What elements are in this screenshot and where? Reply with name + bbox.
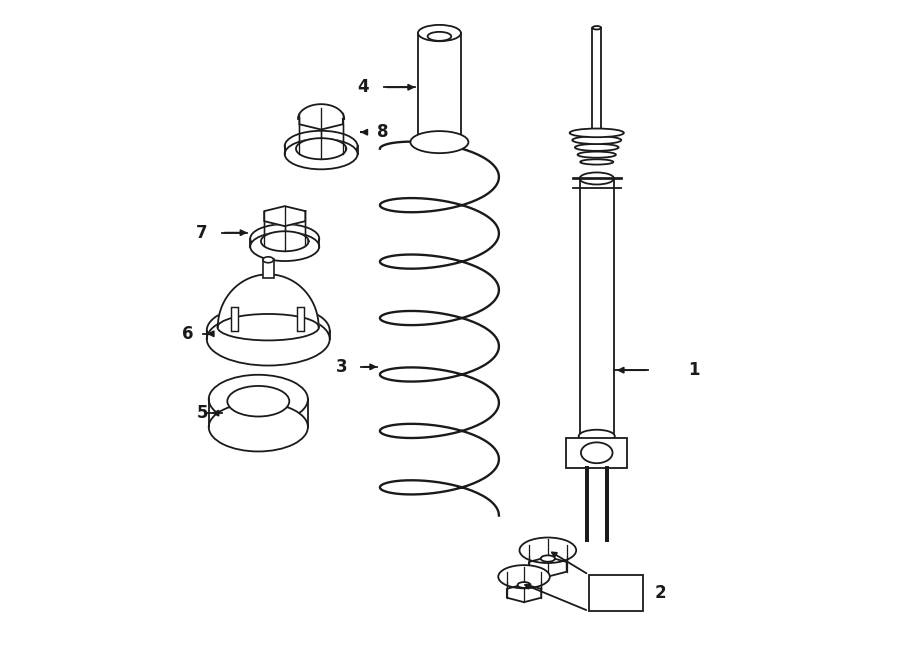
Ellipse shape	[263, 257, 274, 262]
Text: 5: 5	[197, 404, 209, 422]
Bar	[566, 438, 627, 468]
Polygon shape	[261, 231, 309, 251]
Bar	[230, 307, 238, 330]
Text: 4: 4	[357, 78, 369, 97]
Ellipse shape	[518, 582, 530, 588]
Ellipse shape	[284, 139, 357, 169]
Ellipse shape	[579, 430, 615, 443]
Ellipse shape	[499, 565, 550, 588]
Polygon shape	[218, 274, 319, 327]
Ellipse shape	[250, 224, 320, 253]
Ellipse shape	[580, 159, 613, 165]
Ellipse shape	[207, 304, 329, 357]
Bar	[589, 574, 643, 611]
Ellipse shape	[207, 313, 329, 366]
Bar	[580, 178, 614, 443]
Ellipse shape	[284, 131, 357, 161]
Bar	[263, 259, 274, 278]
Text: 1: 1	[688, 361, 699, 379]
Text: 2: 2	[655, 584, 667, 602]
Ellipse shape	[578, 151, 616, 158]
Text: 3: 3	[336, 358, 347, 376]
Polygon shape	[264, 206, 305, 226]
Ellipse shape	[428, 32, 451, 41]
Ellipse shape	[572, 136, 621, 144]
Bar	[418, 33, 461, 142]
Ellipse shape	[228, 386, 289, 416]
Ellipse shape	[209, 403, 308, 451]
Polygon shape	[507, 584, 541, 602]
Ellipse shape	[580, 173, 614, 184]
Text: 6: 6	[182, 325, 194, 343]
Bar	[592, 28, 601, 155]
Polygon shape	[529, 557, 567, 576]
Text: 8: 8	[377, 123, 389, 141]
Ellipse shape	[218, 314, 319, 340]
Ellipse shape	[250, 232, 320, 261]
Ellipse shape	[418, 25, 461, 41]
Text: 7: 7	[196, 223, 207, 242]
Polygon shape	[296, 138, 346, 159]
Ellipse shape	[592, 26, 601, 30]
Ellipse shape	[580, 442, 613, 463]
Ellipse shape	[410, 131, 468, 153]
Ellipse shape	[209, 375, 308, 424]
Polygon shape	[298, 104, 344, 119]
Ellipse shape	[541, 555, 555, 562]
Bar	[297, 307, 304, 330]
Ellipse shape	[519, 537, 576, 563]
Polygon shape	[300, 108, 343, 130]
Ellipse shape	[575, 144, 618, 151]
Ellipse shape	[570, 128, 624, 137]
